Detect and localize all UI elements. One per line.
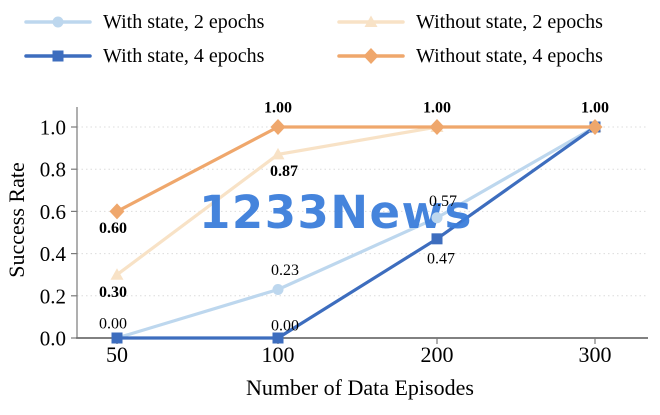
x-tick-label: 300 (579, 342, 612, 367)
data-point-diamond (270, 119, 286, 135)
point-value-label: 1.00 (581, 100, 609, 117)
y-axis-title: Success Rate (4, 162, 29, 278)
data-point-diamond (587, 119, 603, 135)
x-tick-label: 200 (421, 342, 454, 367)
point-value-label: 0.23 (271, 262, 299, 279)
data-point-square (111, 332, 123, 344)
data-point-square (431, 233, 443, 245)
square-glyph (52, 50, 64, 62)
series-line-with-state-4-epochs (115, 125, 597, 340)
series-line-without-state-4-epochs (115, 125, 597, 213)
y-tick-label: 1.0 (40, 116, 66, 140)
data-point-diamond (109, 203, 125, 220)
diamond-marker-icon (337, 43, 405, 69)
y-tick-label: 0.0 (40, 327, 66, 351)
circle-marker-icon (24, 9, 92, 35)
triangle-glyph (364, 15, 378, 27)
point-value-label: 0.00 (271, 318, 299, 335)
data-point-triangle (271, 147, 285, 160)
circle-glyph (52, 16, 64, 28)
point-value-label: 0.47 (427, 250, 455, 267)
point-value-label: 0.60 (99, 220, 127, 237)
y-tick-label: 0.6 (40, 200, 66, 224)
point-value-label: 0.30 (99, 284, 127, 301)
legend-item-without-state-2-epochs: Without state, 2 epochs (337, 8, 603, 36)
point-value-label: 1.00 (423, 100, 451, 117)
triangle-marker-icon (337, 9, 405, 35)
data-point-diamond (429, 119, 445, 135)
legend-label: Without state, 2 epochs (416, 11, 603, 33)
y-tick-label: 0.4 (40, 242, 67, 266)
data-point-circle (431, 212, 443, 224)
x-tick-label: 50 (106, 342, 128, 367)
legend-label: With state, 2 epochs (103, 11, 265, 33)
data-point-triangle (110, 268, 124, 280)
y-tick-label: 0.2 (40, 284, 66, 308)
legend-item-with-state-2-epochs: With state, 2 epochs (24, 8, 264, 36)
series-line-with-state-2-epochs (115, 125, 597, 340)
square-marker-icon (24, 43, 92, 69)
x-axis-title: Number of Data Episodes (246, 375, 474, 400)
x-tick-label: 100 (262, 342, 295, 367)
diamond-glyph (363, 48, 379, 64)
legend-label: With state, 4 epochs (103, 45, 265, 67)
data-point-circle (272, 283, 284, 295)
point-value-label: 0.00 (99, 316, 127, 333)
point-value-label: 1.00 (264, 100, 292, 117)
point-value-label: 0.57 (429, 193, 457, 210)
y-tick-label: 0.8 (40, 158, 66, 182)
point-value-label: 0.87 (270, 163, 298, 180)
legend-label: Without state, 4 epochs (416, 45, 603, 67)
legend-item-with-state-4-epochs: With state, 4 epochs (24, 42, 264, 70)
watermark-text: 1233News (199, 186, 473, 239)
data-point-square (272, 332, 284, 344)
legend-item-without-state-4-epochs: Without state, 4 epochs (337, 42, 603, 70)
